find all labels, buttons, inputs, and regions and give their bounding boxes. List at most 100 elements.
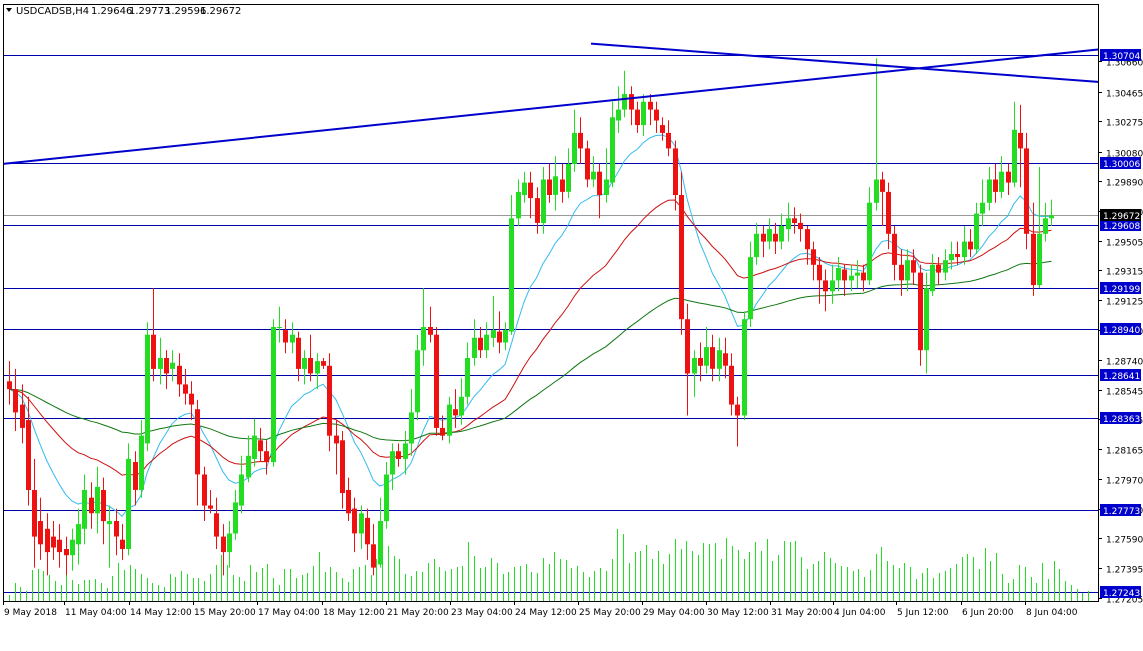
level-price-labels: 1.30704 1.30006 1.29608 1.29199 1.28940 1.286… bbox=[1100, 49, 1141, 599]
candle-body bbox=[993, 179, 998, 192]
candle-body bbox=[57, 539, 62, 553]
x-tick-label: 4 Jun 04:00 bbox=[834, 608, 886, 618]
candle-body bbox=[610, 117, 615, 183]
candles bbox=[7, 58, 1054, 576]
candle-body bbox=[886, 191, 891, 234]
candle-body bbox=[811, 249, 816, 265]
candle-body bbox=[246, 455, 251, 478]
y-tick-label: 1.27205 bbox=[1106, 596, 1143, 606]
level-price-label-5: 1.28641 bbox=[1100, 369, 1141, 382]
x-tick-label: 17 May 04:00 bbox=[258, 608, 320, 618]
candle-body bbox=[308, 358, 313, 374]
candle-body bbox=[641, 101, 646, 126]
candle-body bbox=[434, 334, 439, 428]
level-price-label-8: 1.27243 bbox=[1100, 586, 1141, 599]
candle-body bbox=[911, 260, 916, 273]
candle-body bbox=[604, 179, 609, 195]
level-price-label-5-bg bbox=[1100, 369, 1141, 381]
candle-body bbox=[440, 427, 445, 436]
header-high: 1.29773 bbox=[129, 6, 170, 17]
current-price-label: 1.29672 bbox=[1100, 209, 1141, 222]
candle-body bbox=[918, 272, 923, 351]
level-price-label-0-bg bbox=[1100, 49, 1141, 61]
candle-body bbox=[1006, 171, 1011, 183]
x-tick-label: 6 Jun 20:00 bbox=[962, 608, 1014, 618]
candle-body bbox=[767, 229, 772, 242]
x-tick-label: 21 May 20:00 bbox=[387, 608, 449, 618]
candle-body bbox=[76, 524, 81, 545]
candle-body bbox=[980, 202, 985, 214]
level-price-label-1-text: 1.30006 bbox=[1103, 160, 1140, 170]
candle-body bbox=[987, 179, 992, 203]
candle-body bbox=[560, 179, 565, 192]
candle-body bbox=[1012, 129, 1017, 183]
candle-body bbox=[892, 233, 897, 265]
candle-body bbox=[45, 528, 50, 553]
candle-body bbox=[371, 544, 376, 568]
candle-body bbox=[195, 409, 200, 475]
candle-body bbox=[792, 218, 797, 223]
candle-body bbox=[133, 462, 138, 490]
candle-body bbox=[365, 517, 370, 545]
candle-body bbox=[629, 94, 634, 110]
candle-body bbox=[95, 486, 100, 514]
candle-body bbox=[666, 132, 671, 149]
candle-body bbox=[1049, 215, 1054, 219]
candle-body bbox=[578, 132, 583, 149]
y-tick-label: 1.29890 bbox=[1106, 179, 1143, 189]
price-axis: 1.306601.304651.302751.300801.298901.297… bbox=[1098, 59, 1143, 606]
chart-frame bbox=[3, 4, 1099, 602]
chart-menu-triangle-icon[interactable] bbox=[6, 8, 12, 12]
level-price-label-2-text: 1.29608 bbox=[1103, 222, 1140, 232]
candle-body bbox=[899, 264, 904, 281]
level-price-label-3-text: 1.29199 bbox=[1103, 285, 1140, 295]
candle-body bbox=[183, 384, 188, 394]
candle-body bbox=[484, 334, 489, 351]
candle-body bbox=[32, 490, 37, 537]
x-tick-label: 14 May 12:00 bbox=[130, 608, 192, 618]
level-price-label-7-bg bbox=[1100, 504, 1141, 516]
level-price-label-0: 1.30704 bbox=[1100, 49, 1141, 62]
candle-body bbox=[384, 474, 389, 522]
candle-body bbox=[553, 176, 558, 195]
x-tick-label: 15 May 20:00 bbox=[194, 608, 256, 618]
candle-body bbox=[541, 179, 546, 223]
y-tick-label: 1.29125 bbox=[1106, 298, 1143, 308]
candle-body bbox=[302, 358, 307, 369]
candle-body bbox=[415, 350, 420, 413]
candle-body bbox=[403, 443, 408, 459]
candle-body bbox=[855, 272, 860, 276]
y-tick-label: 1.27970 bbox=[1106, 477, 1143, 487]
volume-bars bbox=[9, 529, 1089, 601]
candle-body bbox=[710, 347, 715, 369]
candle-body bbox=[535, 198, 540, 223]
trendlines bbox=[2, 42, 1099, 165]
candle-body bbox=[271, 327, 276, 463]
candle-body bbox=[849, 275, 854, 281]
candle-body bbox=[673, 148, 678, 195]
candle-body bbox=[704, 347, 709, 366]
level-price-label-7: 1.27773 bbox=[1100, 504, 1141, 517]
candle-body bbox=[283, 330, 288, 343]
candle-body bbox=[968, 241, 973, 250]
y-tick-label: 1.28165 bbox=[1106, 447, 1143, 457]
candle-body bbox=[453, 409, 458, 416]
candle-body bbox=[340, 440, 345, 494]
y-tick-label: 1.27590 bbox=[1106, 536, 1143, 546]
candle-body bbox=[572, 132, 577, 164]
level-price-label-3: 1.29199 bbox=[1100, 282, 1141, 295]
candle-body bbox=[145, 334, 150, 444]
candle-body bbox=[949, 254, 954, 261]
y-tick-label: 1.28545 bbox=[1106, 388, 1143, 398]
candle-body bbox=[924, 288, 929, 351]
x-tick-label: 9 May 2018 bbox=[4, 608, 57, 618]
candle-body bbox=[26, 420, 31, 490]
level-price-label-6-bg bbox=[1100, 412, 1141, 424]
candle-body bbox=[126, 458, 131, 549]
header-symbol: USDCADSB,H4 bbox=[16, 6, 89, 17]
candle-body bbox=[233, 502, 238, 534]
candle-body bbox=[459, 396, 464, 416]
candle-body bbox=[478, 337, 483, 351]
